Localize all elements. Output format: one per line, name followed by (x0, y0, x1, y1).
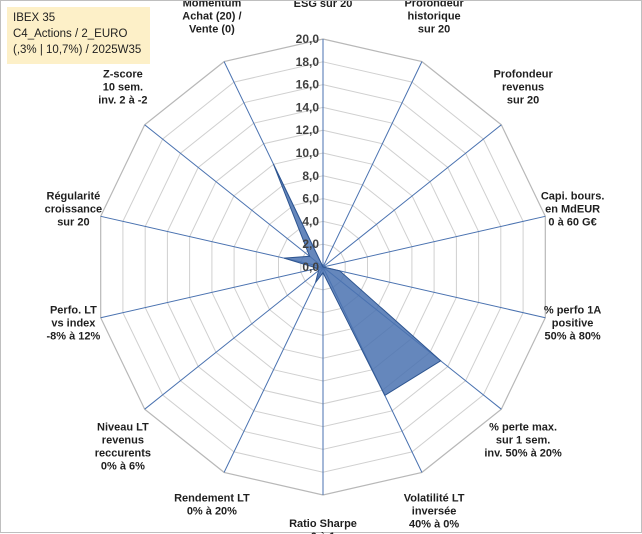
category-label: sur 20 (57, 217, 89, 229)
tick-label: 4,0 (302, 214, 319, 228)
tick-label: 16,0 (296, 78, 320, 92)
category-label: inv. 2 à -2 (98, 94, 147, 106)
category-label: Vente (0) (189, 23, 235, 35)
category-label: vs index (51, 318, 96, 330)
category-label: ESG sur 20 (294, 1, 353, 10)
series-area (274, 164, 441, 395)
category-label: historique (408, 10, 461, 22)
series (273, 164, 440, 395)
spoke-line (145, 267, 323, 409)
category-label: Capi. bours. (541, 191, 605, 203)
category-label: 0% à 6% (101, 461, 145, 473)
category-label: sur 20 (507, 94, 539, 106)
tick-label: 2,0 (302, 237, 319, 251)
category-label: Rendement LT (174, 493, 250, 505)
category-label: Perfo. LT (50, 305, 97, 317)
category-label: Ratio Sharpe (289, 518, 357, 530)
category-label: % perte max. (489, 422, 557, 434)
tick-label: 10,0 (296, 146, 320, 160)
category-label: 10 sem. (103, 81, 143, 93)
category-label: revenus (502, 81, 544, 93)
category-label: 0 à 60 G€ (548, 217, 596, 229)
category-label: Z-score (103, 68, 143, 80)
category-label: Régularité (47, 191, 101, 203)
category-label: inversée (412, 506, 457, 518)
tick-labels: 0,0 2,0 4,0 6,0 8,0 10,0 12,0 14,0 16,0 18,0 20,0 (296, 32, 320, 274)
category-label: reccurents (95, 448, 151, 460)
tick-label: 6,0 (302, 192, 319, 206)
category-label: croissance (45, 204, 102, 216)
category-label: Profondeur (404, 1, 464, 9)
tick-label: 12,0 (296, 123, 320, 137)
category-label: positive (552, 318, 594, 330)
spoke-line (323, 125, 501, 267)
category-label: Niveau LT (97, 422, 149, 434)
category-label: Profondeur (493, 68, 553, 80)
tick-label: 20,0 (296, 32, 320, 46)
tick-label: 0,0 (302, 260, 319, 274)
category-label: Momentum (183, 1, 242, 9)
category-label: 40% à 0% (409, 519, 459, 531)
category-label: -8% à 12% (46, 331, 100, 343)
category-label: 0% à 20% (187, 506, 237, 518)
category-label: inv. 50% à 20% (484, 448, 562, 460)
category-label: Volatilité LT (404, 493, 465, 505)
category-label: revenus (102, 435, 144, 447)
tick-label: 14,0 (296, 100, 320, 114)
category-label: % perfo 1A (544, 305, 602, 317)
tick-label: 8,0 (302, 169, 319, 183)
category-label: sur 1 sem. (496, 435, 550, 447)
category-label: en MdEUR (545, 204, 600, 216)
category-label: 50% à 80% (544, 331, 600, 343)
category-label: Achat (20) / (182, 10, 241, 22)
tick-label: 18,0 (296, 55, 320, 69)
category-label: sur 20 (418, 23, 450, 35)
